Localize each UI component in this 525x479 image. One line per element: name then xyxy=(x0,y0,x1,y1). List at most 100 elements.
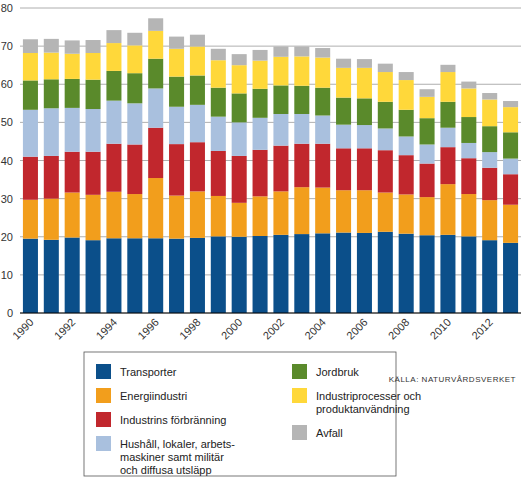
bar-segment xyxy=(127,238,142,313)
bar-segment xyxy=(190,191,205,238)
bar-segment xyxy=(420,197,435,235)
bar-segment xyxy=(23,53,38,80)
bar-segment xyxy=(127,144,142,194)
bar-segment xyxy=(503,243,518,313)
bar-segment xyxy=(211,151,226,196)
bar-segment xyxy=(440,147,455,184)
bar-segment xyxy=(148,178,163,238)
bar-segment xyxy=(65,193,80,238)
bar-segment xyxy=(211,60,226,87)
bar-segment xyxy=(86,152,101,195)
bar-segment xyxy=(482,100,497,127)
bar-segment xyxy=(503,159,518,175)
bar-segment xyxy=(378,72,393,102)
bar-segment xyxy=(315,88,330,116)
bar-segment xyxy=(169,49,184,77)
bar-segment xyxy=(148,18,163,31)
bar-segment xyxy=(44,39,59,53)
bar-segment xyxy=(65,54,80,79)
bar-segment xyxy=(169,77,184,107)
bar-segment xyxy=(420,235,435,313)
grid-line xyxy=(20,313,521,314)
bar-segment xyxy=(399,110,414,137)
bar-segment xyxy=(148,238,163,313)
bar-segment xyxy=(378,64,393,72)
bar-segment xyxy=(65,40,80,53)
bar-segment xyxy=(106,71,121,101)
bar-segment xyxy=(211,117,226,151)
y-tick-label: 0 xyxy=(7,307,13,319)
bar-segment xyxy=(357,148,372,190)
bar-segment xyxy=(399,234,414,313)
bar-segment xyxy=(315,48,330,58)
x-tick-label: 2000 xyxy=(219,316,245,342)
bar-segment xyxy=(106,238,121,313)
bar-segment xyxy=(336,233,351,313)
bar-segment xyxy=(86,80,101,109)
bar-segment xyxy=(440,235,455,313)
bar-segment xyxy=(44,240,59,313)
bar-segment xyxy=(106,192,121,239)
bar-segment xyxy=(336,148,351,190)
bar-segment xyxy=(23,39,38,53)
bar-segment xyxy=(232,237,247,313)
bar-segment xyxy=(461,82,476,89)
legend-swatch xyxy=(96,388,111,403)
bar-segment xyxy=(190,142,205,191)
bar-segment xyxy=(86,53,101,80)
bar-segment xyxy=(440,72,455,102)
y-tick-label: 40 xyxy=(1,155,13,167)
legend-swatch xyxy=(292,425,307,440)
bar-segment xyxy=(106,101,121,144)
y-tick-label: 20 xyxy=(1,231,13,243)
legend-label: Energiindustri xyxy=(120,390,187,402)
bar-segment xyxy=(482,152,497,168)
bar-segment xyxy=(273,57,288,86)
bar-segment xyxy=(232,122,247,156)
legend-swatch xyxy=(96,412,111,427)
bar-segment xyxy=(336,98,351,125)
bar-segment xyxy=(503,107,518,132)
legend: TransporterEnergiindustriIndustrins förb… xyxy=(84,352,421,476)
y-tick-label: 10 xyxy=(1,269,13,281)
bar-segment xyxy=(65,238,80,313)
x-tick-label: 2008 xyxy=(386,316,412,342)
bar-segment xyxy=(482,93,497,99)
bar-segment xyxy=(294,47,309,57)
bar-segment xyxy=(232,203,247,237)
x-tick-label: 1992 xyxy=(52,316,78,342)
bar-segment xyxy=(148,59,163,89)
bar-segment xyxy=(23,200,38,239)
bar-segment xyxy=(232,54,247,65)
bar-segment xyxy=(253,196,268,236)
legend-swatch xyxy=(292,388,307,403)
y-tick-label: 70 xyxy=(1,40,13,52)
bar-segment xyxy=(357,125,372,148)
x-tick-label: 2010 xyxy=(428,316,454,342)
bar-segment xyxy=(294,56,309,85)
bar-segment xyxy=(273,47,288,57)
bar-segment xyxy=(253,50,268,61)
bar-segment xyxy=(127,33,142,46)
bar-segment xyxy=(315,188,330,234)
bar-segment xyxy=(44,108,59,156)
bars xyxy=(23,18,518,313)
y-tick-label: 80 xyxy=(1,2,13,14)
bar-segment xyxy=(273,85,288,114)
x-tick-label: 2004 xyxy=(302,316,328,342)
bar-segment xyxy=(44,156,59,199)
bar-segment xyxy=(23,239,38,313)
bar-segment xyxy=(253,89,268,118)
bar-segment xyxy=(482,200,497,240)
bar-segment xyxy=(315,233,330,313)
bar-segment xyxy=(336,68,351,98)
bar-segment xyxy=(44,199,59,240)
x-tick-label: 2012 xyxy=(469,316,495,342)
bar-segment xyxy=(503,132,518,158)
bar-segment xyxy=(399,136,414,155)
x-tick-label: 1990 xyxy=(10,316,36,342)
source-note: KÄLLA: NATURVÅRDSVERKET xyxy=(389,375,516,384)
bar-segment xyxy=(357,59,372,68)
bar-segment xyxy=(461,158,476,194)
legend-label: Industriprocesser ochproduktanvändning xyxy=(316,390,421,415)
